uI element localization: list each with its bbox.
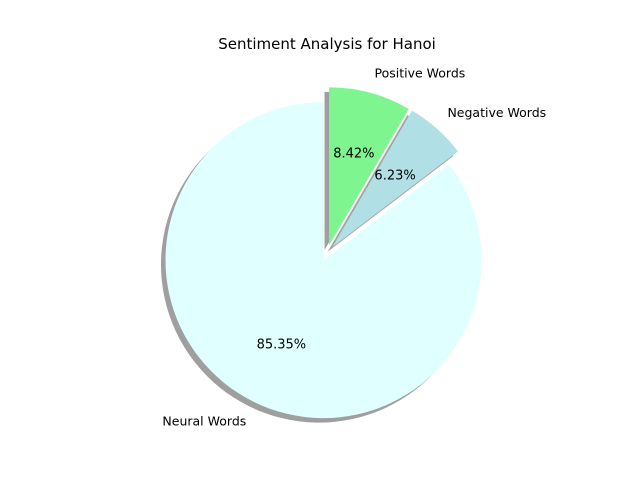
slice-label-neural-words: Neural Words xyxy=(162,413,246,428)
slice-labels: Positive Words 8.42% Negative Words 6.23% Ne… xyxy=(162,66,546,429)
slice-percent-positive-words: 8.42% xyxy=(333,146,374,161)
slice-label-positive-words: Positive Words xyxy=(375,66,466,81)
pie-slice-neural-words xyxy=(165,102,482,419)
pie-slice-positive-words xyxy=(329,87,409,246)
pie-slice-negative-words xyxy=(332,110,458,248)
slice-percent-negative-words: 6.23% xyxy=(374,169,415,184)
pie-slices xyxy=(165,87,482,419)
chart-title: Sentiment Analysis for Hanoi xyxy=(218,35,436,53)
slice-percent-neural-words: 85.35% xyxy=(257,338,307,353)
slice-label-negative-words: Negative Words xyxy=(447,105,546,120)
